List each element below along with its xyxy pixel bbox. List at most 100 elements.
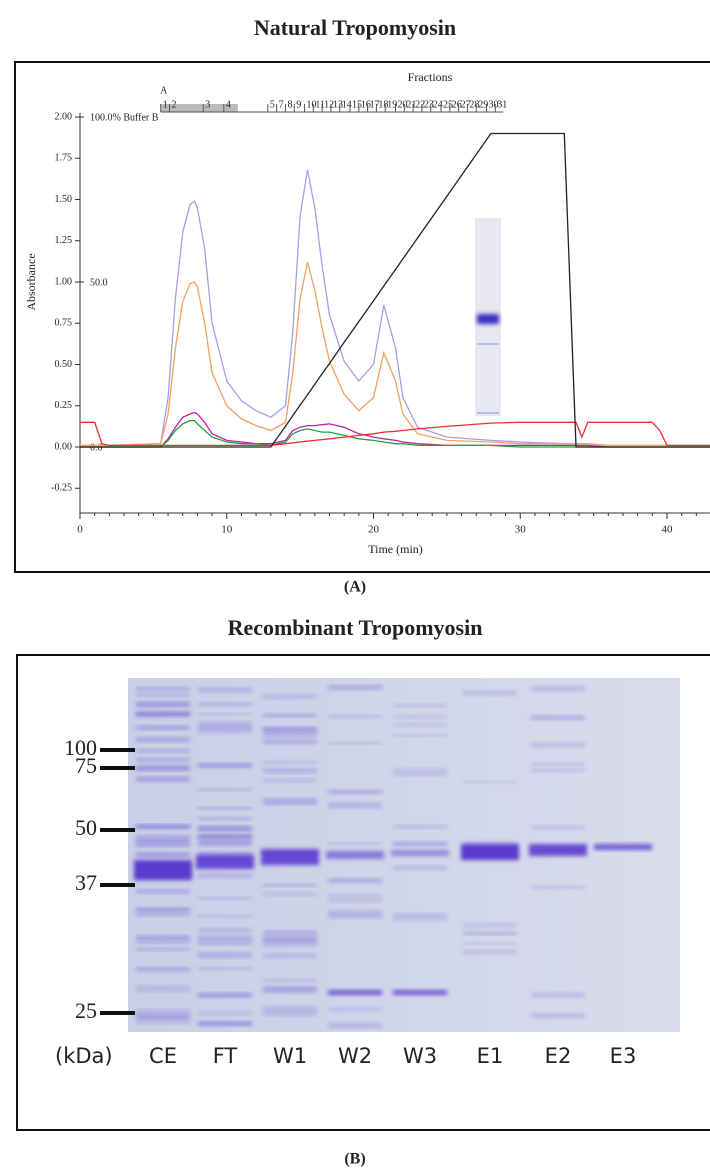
gel-band <box>136 1009 190 1013</box>
gel-band <box>198 915 252 918</box>
y-tick-label: -0.25 <box>51 483 72 494</box>
gel-band <box>393 715 447 719</box>
gel-band <box>531 1013 585 1018</box>
gel-band <box>136 1020 190 1024</box>
gel-band <box>263 727 317 731</box>
gel-band <box>136 712 190 715</box>
gel-band <box>328 899 382 903</box>
gel-band <box>594 844 652 850</box>
y2-tick-label: 0.0 <box>90 442 103 453</box>
gel-band <box>328 802 382 808</box>
gel-band <box>328 878 382 884</box>
y-tick-label: 0.50 <box>55 359 73 370</box>
gel-band <box>198 967 252 970</box>
gel-band <box>136 687 190 691</box>
gel-band <box>263 694 317 699</box>
gel-band <box>391 850 449 856</box>
fraction-name: 19 <box>387 99 397 110</box>
gel-band <box>328 790 382 795</box>
gel-band <box>136 825 190 830</box>
gel-band <box>463 841 517 847</box>
gel-band <box>198 897 252 900</box>
fraction-name: 28 <box>469 99 479 110</box>
fraction-name: 3 <box>205 99 210 110</box>
y-tick-label: 1.25 <box>55 235 73 246</box>
gel-band <box>136 737 190 742</box>
lane-label: W3 <box>403 1044 437 1068</box>
series-line <box>80 132 710 448</box>
x-axis-label: Time (min) <box>368 542 423 556</box>
gel-band <box>531 769 585 773</box>
x-tick-label: 20 <box>368 524 380 536</box>
panel-frame <box>16 654 710 1131</box>
gel-band <box>198 940 252 945</box>
y2-tick-label: 50.0 <box>90 277 108 288</box>
gel-band <box>328 1023 382 1028</box>
gel-band <box>198 852 252 856</box>
gel-band <box>198 952 252 958</box>
fraction-name: 25 <box>443 99 453 110</box>
marker-label: 37 <box>75 870 97 895</box>
chromatogram: 2.001.751.501.251.000.750.500.250.00-0.2… <box>24 70 710 556</box>
gel-band <box>136 1014 190 1020</box>
gel-band <box>477 343 499 345</box>
series-line <box>80 169 710 447</box>
panel-title: Recombinant Tropomyosin <box>228 615 483 640</box>
gel-band <box>263 987 317 991</box>
gel-band <box>136 758 190 762</box>
gel-band <box>263 937 317 942</box>
gel-band <box>328 842 382 845</box>
gel-band <box>136 693 190 697</box>
marker-label: 100 <box>64 735 97 760</box>
gel-band <box>531 715 585 720</box>
gel-band <box>328 909 382 914</box>
gel-band <box>198 851 252 854</box>
gel-band <box>263 931 317 935</box>
fraction-name: 13 <box>333 99 343 110</box>
gel-band <box>463 950 517 955</box>
gel-band <box>136 844 190 847</box>
fraction-name: 23 <box>424 99 434 110</box>
gel-band <box>531 825 585 829</box>
gel-band <box>328 990 382 995</box>
panel-frame <box>14 61 710 573</box>
fraction-name: 27 <box>461 99 471 110</box>
gel-band <box>198 702 252 706</box>
gel-band <box>134 860 192 880</box>
fraction-name: 14 <box>342 99 352 110</box>
gel-band <box>263 760 317 765</box>
gel-band <box>393 704 447 708</box>
gel-band <box>198 826 252 832</box>
gel-band <box>461 844 519 860</box>
lane-label: E2 <box>545 1044 572 1068</box>
gel-band <box>198 835 252 841</box>
gel-band <box>263 770 317 774</box>
fraction-name: 17 <box>370 99 380 110</box>
gel-band <box>198 788 252 791</box>
gel-band <box>136 726 190 730</box>
fraction-name: 7 <box>279 99 284 110</box>
series-line <box>80 262 710 447</box>
gel-band <box>393 990 447 995</box>
gel-band <box>463 931 517 935</box>
gel-band <box>263 714 317 717</box>
gel-band <box>198 1021 252 1026</box>
fraction-name: 31 <box>497 99 507 110</box>
gel-band <box>136 749 190 753</box>
gel-band <box>136 989 190 993</box>
gel-band <box>328 741 382 744</box>
fraction-name: 12 <box>324 99 334 110</box>
y-tick-label: 1.00 <box>55 276 73 287</box>
gel-band <box>198 817 252 820</box>
gel-band <box>328 715 382 718</box>
gel-band <box>263 991 317 994</box>
gel-band <box>196 855 254 869</box>
gel-band <box>198 713 252 716</box>
gel-band <box>393 733 447 737</box>
fraction-name: 29 <box>478 99 488 110</box>
gel-band <box>393 768 447 771</box>
lane-label: E3 <box>610 1044 637 1068</box>
y-axis-label: Absorbance <box>24 253 38 310</box>
gel-band <box>136 765 190 770</box>
